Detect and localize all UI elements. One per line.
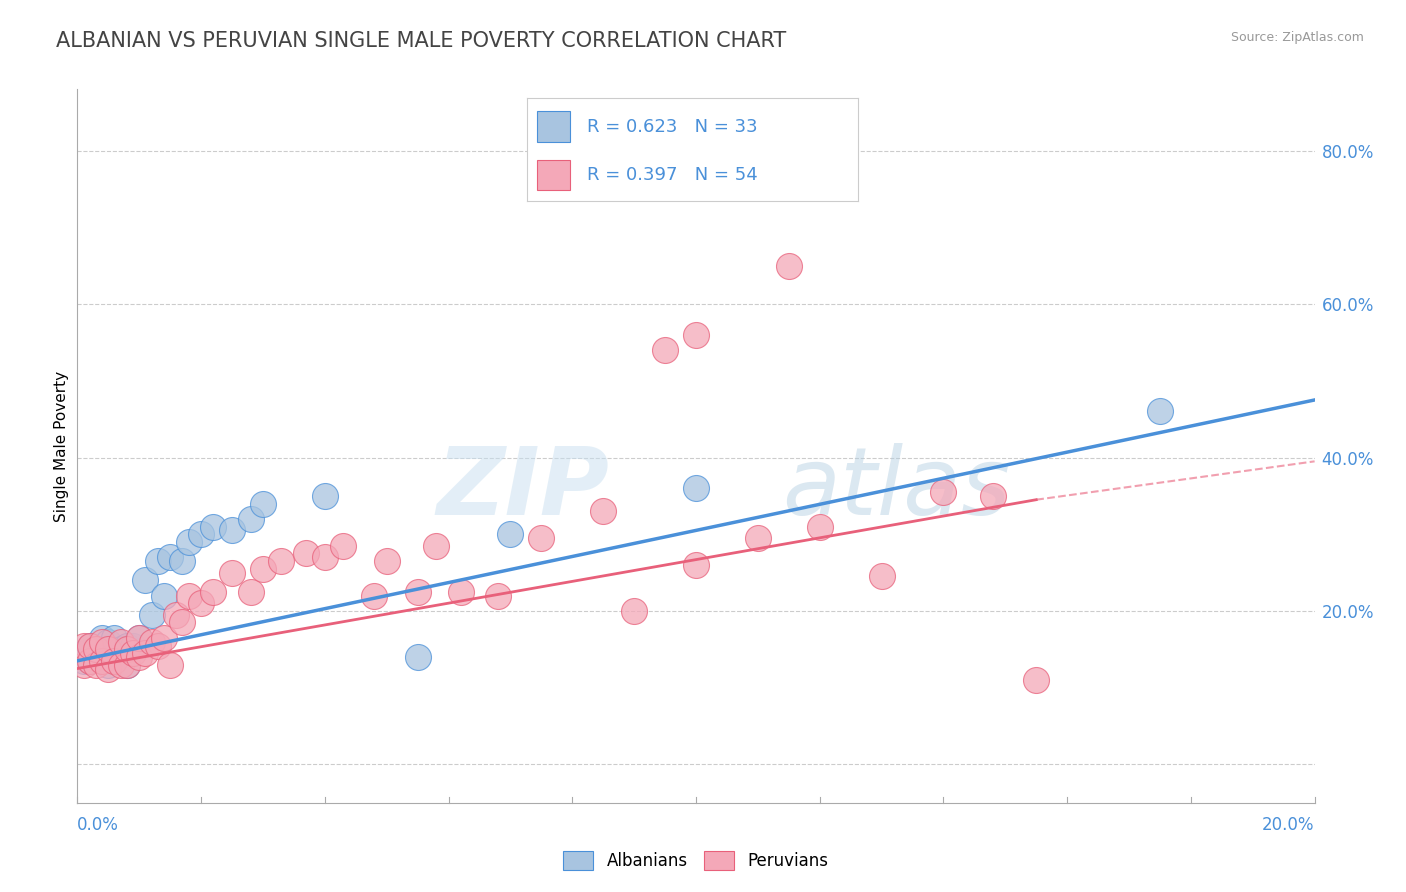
Point: [778, 259, 800, 273]
Point: [115, 642, 138, 657]
Point: [202, 519, 225, 533]
Point: [79, 654, 101, 668]
Point: [153, 589, 176, 603]
Point: [363, 589, 385, 603]
Point: [295, 546, 318, 560]
Point: [128, 631, 150, 645]
Point: [172, 615, 194, 630]
Point: [177, 535, 200, 549]
Point: [79, 639, 101, 653]
Point: [110, 642, 132, 657]
Point: [165, 607, 187, 622]
Point: [115, 657, 138, 672]
Point: [91, 631, 114, 645]
Point: [122, 646, 145, 660]
Point: [72, 654, 94, 668]
Point: [72, 646, 94, 660]
Point: [314, 550, 336, 565]
FancyBboxPatch shape: [537, 112, 571, 142]
Point: [159, 657, 181, 672]
Point: [79, 639, 101, 653]
Text: ALBANIAN VS PERUVIAN SINGLE MALE POVERTY CORRELATION CHART: ALBANIAN VS PERUVIAN SINGLE MALE POVERTY…: [56, 31, 786, 51]
Point: [97, 657, 120, 672]
Point: [115, 639, 138, 653]
Point: [808, 519, 831, 533]
Point: [134, 574, 156, 588]
Text: Source: ZipAtlas.com: Source: ZipAtlas.com: [1230, 31, 1364, 45]
Point: [134, 646, 156, 660]
Point: [239, 584, 262, 599]
Point: [128, 650, 150, 665]
Point: [72, 657, 94, 672]
Point: [332, 539, 354, 553]
Point: [190, 527, 212, 541]
Point: [84, 650, 107, 665]
Y-axis label: Single Male Poverty: Single Male Poverty: [53, 370, 69, 522]
Point: [91, 634, 114, 648]
Point: [221, 524, 243, 538]
Point: [252, 497, 274, 511]
Point: [103, 650, 125, 665]
Text: R = 0.397   N = 54: R = 0.397 N = 54: [586, 166, 758, 184]
Point: [159, 550, 181, 565]
Point: [128, 631, 150, 645]
Point: [97, 634, 120, 648]
Point: [747, 531, 769, 545]
Point: [84, 642, 107, 657]
Point: [1025, 673, 1047, 687]
Point: [115, 657, 138, 672]
Point: [79, 654, 101, 668]
Point: [141, 634, 163, 648]
Point: [592, 504, 614, 518]
Point: [221, 566, 243, 580]
Text: 0.0%: 0.0%: [77, 816, 120, 834]
Point: [103, 654, 125, 668]
Point: [141, 607, 163, 622]
Point: [870, 569, 893, 583]
FancyBboxPatch shape: [537, 160, 571, 190]
Point: [932, 485, 955, 500]
Point: [110, 634, 132, 648]
Point: [685, 481, 707, 495]
Text: R = 0.623   N = 33: R = 0.623 N = 33: [586, 118, 758, 136]
Point: [91, 654, 114, 668]
Point: [654, 343, 676, 357]
Point: [623, 604, 645, 618]
Text: atlas: atlas: [783, 443, 1011, 534]
Point: [177, 589, 200, 603]
Point: [103, 631, 125, 645]
Point: [450, 584, 472, 599]
Point: [314, 489, 336, 503]
Point: [530, 531, 553, 545]
Point: [486, 589, 509, 603]
Point: [97, 661, 120, 675]
Point: [97, 642, 120, 657]
Point: [91, 650, 114, 665]
Text: 20.0%: 20.0%: [1263, 816, 1315, 834]
Point: [72, 639, 94, 653]
Point: [84, 657, 107, 672]
Point: [685, 327, 707, 342]
Point: [122, 639, 145, 653]
Point: [499, 527, 522, 541]
Text: ZIP: ZIP: [436, 442, 609, 535]
Point: [146, 639, 169, 653]
Point: [202, 584, 225, 599]
Point: [252, 562, 274, 576]
Point: [1149, 404, 1171, 418]
Point: [375, 554, 398, 568]
Point: [406, 584, 429, 599]
Point: [110, 657, 132, 672]
Point: [425, 539, 447, 553]
Point: [190, 596, 212, 610]
Point: [146, 554, 169, 568]
Point: [239, 512, 262, 526]
Legend: Albanians, Peruvians: Albanians, Peruvians: [557, 844, 835, 877]
Point: [685, 558, 707, 572]
Point: [406, 650, 429, 665]
Point: [981, 489, 1004, 503]
Point: [270, 554, 292, 568]
Point: [172, 554, 194, 568]
Point: [153, 631, 176, 645]
